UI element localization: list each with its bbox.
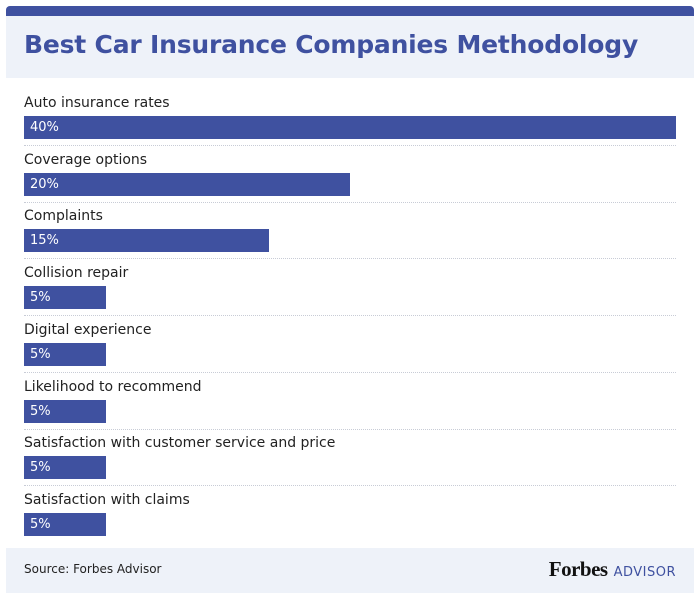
logo-advisor-text: ADVISOR <box>613 565 676 580</box>
category-label: Satisfaction with claims <box>24 491 190 508</box>
chart-footer: Source: Forbes Advisor Forbes ADVISOR <box>6 548 694 593</box>
bar: 15% <box>24 229 269 253</box>
bar-value-label: 5% <box>30 346 51 362</box>
row-divider <box>24 485 676 487</box>
bar-value-label: 5% <box>30 290 51 306</box>
logo-forbes-text: Forbes <box>548 557 608 581</box>
category-label: Likelihood to recommend <box>24 378 202 395</box>
bar-value-label: 15% <box>30 233 59 249</box>
bar-value-label: 5% <box>30 460 51 476</box>
category-label: Coverage options <box>24 151 148 168</box>
bar-value-label: 5% <box>30 516 51 532</box>
top-accent-bar <box>6 6 694 16</box>
bar: 5% <box>24 512 106 536</box>
category-label: Complaints <box>24 208 103 225</box>
chart-header: Best Car Insurance Companies Methodology <box>6 16 694 78</box>
bar: 5% <box>24 342 106 366</box>
category-label: Digital experience <box>24 321 152 338</box>
bar: 5% <box>24 456 106 480</box>
bar-value-label: 5% <box>30 403 51 419</box>
row-divider <box>24 315 676 317</box>
category-label: Collision repair <box>24 265 129 282</box>
chart-title: Best Car Insurance Companies Methodology <box>24 30 639 59</box>
row-divider <box>24 258 676 260</box>
bar-value-label: 20% <box>30 176 59 192</box>
category-label: Satisfaction with customer service and p… <box>24 435 336 452</box>
row-divider <box>24 201 676 203</box>
row-divider <box>24 371 676 373</box>
bar: 40% <box>24 116 676 139</box>
bar: 5% <box>24 399 106 423</box>
bar: 20% <box>24 172 350 196</box>
category-label: Auto insurance rates <box>24 95 170 111</box>
source-note: Source: Forbes Advisor <box>24 562 162 576</box>
bar: 5% <box>24 286 106 310</box>
row-divider <box>24 428 676 430</box>
forbes-advisor-logo: Forbes ADVISOR <box>549 557 676 582</box>
bar-value-label: 40% <box>30 120 59 135</box>
row-divider <box>24 145 676 146</box>
